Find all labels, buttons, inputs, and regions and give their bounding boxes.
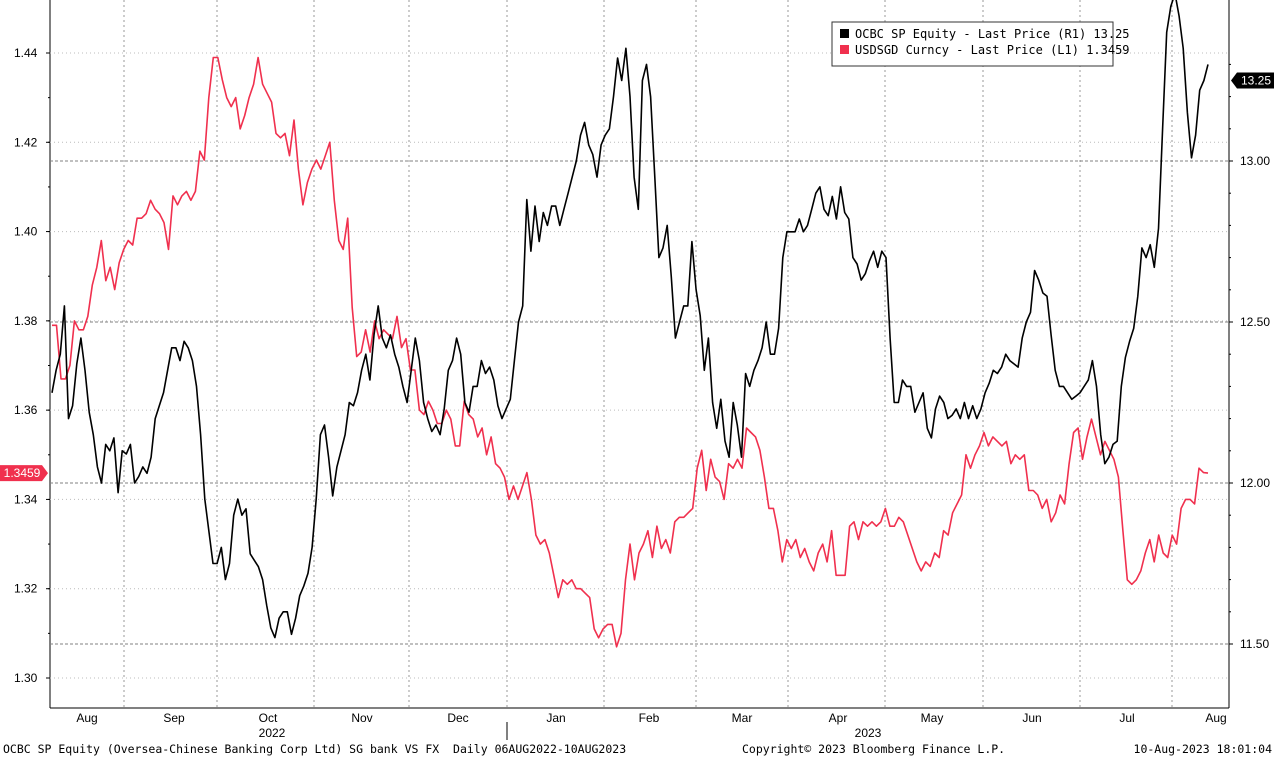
x-tick-label: Sep [163, 711, 185, 725]
x-tick-label: Aug [1205, 711, 1226, 725]
plot-background [0, 0, 1276, 740]
grid [49, 0, 1230, 709]
legend-box [831, 21, 1114, 67]
x-tick-label: Aug [76, 711, 97, 725]
year-label: 2022 [259, 726, 286, 740]
x-tick-label: Jul [1119, 711, 1134, 725]
x-tick-label: Jun [1022, 711, 1041, 725]
left-tick-label: 1.44 [14, 46, 38, 60]
right-tick-label: 11.50 [1240, 637, 1269, 651]
ocbc-last-price-box [1231, 72, 1274, 89]
left-tick-label: 1.38 [14, 314, 38, 328]
footer-timestamp: 10-Aug-2023 18:01:04 [1133, 742, 1272, 756]
x-tick-label: May [921, 711, 944, 725]
last-price-labels: 13.25 1.3459 [0, 72, 1274, 482]
series-lines [51, 0, 1209, 648]
legend: OCBC SP Equity - Last Price (R1) 13.25 US… [831, 21, 1130, 67]
legend-entry: USDSGD Curncy - Last Price (L1) 1.3459 [855, 43, 1130, 57]
left-tick-label: 1.42 [14, 135, 38, 149]
x-tick-label: Jan [546, 711, 565, 725]
x-tick-label: Oct [259, 711, 278, 725]
x-tick-label: Dec [447, 711, 468, 725]
usdsgd-last-price-label: 1.3459 [4, 466, 41, 480]
ocbc-last-price-label: 13.25 [1241, 74, 1271, 88]
legend-swatch [840, 29, 849, 38]
left-tick-label: 1.32 [14, 582, 38, 596]
chart: Aug Sep Oct Nov Dec Jan Feb Mar Apr May Jun Jul Aug 2… [0, 0, 1276, 740]
x-tick-label: Apr [829, 711, 848, 725]
legend-swatch [840, 45, 849, 54]
right-axis: 11.50 12.00 12.50 13.00 [1229, 63, 1270, 651]
year-label: 2023 [855, 726, 882, 740]
ocbc-series-line [51, 0, 1209, 639]
x-tick-label: Mar [732, 711, 753, 725]
usdsgd-series-line [52, 56, 1209, 648]
left-axis: 1.30 1.32 1.34 1.36 1.38 1.40 1.42 1.44 [14, 46, 50, 685]
usdsgd-last-price-box [0, 465, 48, 482]
left-tick-label: 1.40 [14, 225, 38, 239]
left-tick-label: 1.34 [14, 492, 38, 506]
right-tick-label: 12.50 [1240, 315, 1270, 329]
legend-entry: OCBC SP Equity - Last Price (R1) 13.25 [855, 27, 1130, 41]
footer-copyright: Copyright© 2023 Bloomberg Finance L.P. [742, 742, 1006, 756]
right-tick-label: 13.00 [1240, 154, 1270, 168]
x-tick-label: Feb [639, 711, 660, 725]
right-tick-label: 12.00 [1240, 476, 1270, 490]
footer-description: OCBC SP Equity (Oversea-Chinese Banking … [3, 742, 627, 756]
left-tick-label: 1.30 [14, 671, 38, 685]
x-axis: Aug Sep Oct Nov Dec Jan Feb Mar Apr May Jun Jul Aug 2… [76, 711, 1227, 740]
x-tick-label: Nov [351, 711, 372, 725]
left-tick-label: 1.36 [14, 403, 38, 417]
